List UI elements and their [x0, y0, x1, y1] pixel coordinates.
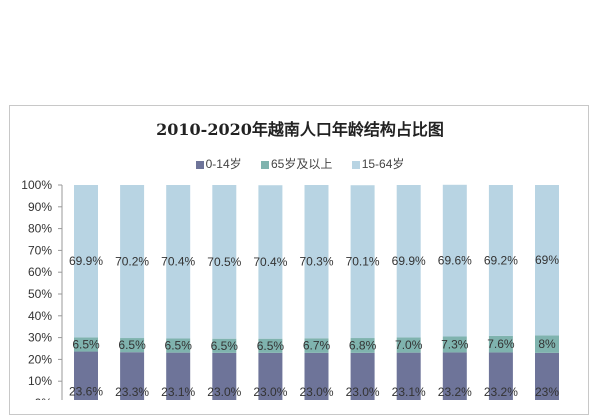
- bar-segment: [350, 185, 375, 339]
- data-label: 23.0%: [253, 385, 287, 399]
- y-tick-label: 70%: [28, 243, 52, 257]
- data-label: 23.1%: [161, 385, 195, 399]
- data-label: 6.5%: [72, 337, 100, 351]
- data-label: 69.6%: [438, 254, 472, 268]
- y-tick-label: 100%: [21, 178, 52, 192]
- legend-swatch: [195, 160, 204, 169]
- data-label: 23.1%: [392, 385, 426, 399]
- legend-label: 0-14岁: [205, 157, 242, 171]
- data-label: 6.5%: [257, 339, 285, 353]
- data-label: 70.2%: [115, 255, 149, 269]
- bar-segment: [212, 338, 237, 353]
- y-tick-label: 50%: [28, 287, 52, 301]
- bar-segment: [212, 185, 237, 339]
- y-tick-label: 20%: [28, 352, 52, 366]
- bar-segment: [442, 336, 467, 353]
- bar-segment: [74, 337, 98, 352]
- bar-segment: [74, 185, 98, 338]
- data-label: 70.3%: [299, 255, 333, 269]
- data-label: 7.3%: [441, 337, 469, 351]
- bar-segment: [350, 352, 375, 400]
- data-label: 6.5%: [211, 339, 239, 353]
- bar-segment: [120, 185, 145, 339]
- bar-segment: [166, 338, 191, 353]
- data-label: 69.9%: [392, 254, 426, 268]
- y-tick-label: 30%: [28, 331, 52, 345]
- bar-segment: [396, 185, 421, 338]
- legend-item-15-64: 15-64岁: [351, 155, 405, 172]
- bar-segment: [166, 352, 191, 400]
- bar-segment: [396, 337, 421, 353]
- bar-segment: [74, 351, 98, 400]
- data-label: 69.9%: [69, 254, 103, 268]
- bar-segment: [442, 184, 467, 337]
- legend-swatch: [260, 160, 269, 169]
- data-label: 23.6%: [69, 385, 103, 399]
- bar-segment: [396, 352, 421, 400]
- y-tick-label: 60%: [28, 265, 52, 279]
- bar-segment: [488, 185, 513, 336]
- bar-segment: [535, 352, 559, 400]
- bar-segment: [120, 338, 145, 353]
- y-tick-label: 40%: [28, 309, 52, 323]
- legend-swatch: [351, 160, 360, 169]
- bar-segment: [535, 185, 559, 336]
- bar-segment: [258, 185, 283, 339]
- bar-segment: [258, 338, 283, 353]
- chart-title: 2010-2020年越南人口年龄结构占比图: [156, 120, 444, 139]
- data-label: 7.0%: [395, 338, 423, 352]
- data-label: 70.1%: [346, 255, 380, 269]
- bar-segment: [120, 352, 145, 400]
- bar-segment: [442, 352, 467, 400]
- data-label: 6.8%: [349, 338, 377, 352]
- bar-segment: [488, 352, 513, 400]
- bar-segment: [304, 352, 329, 400]
- legend-label: 15-64岁: [361, 157, 405, 171]
- y-tick-label: 90%: [28, 200, 52, 214]
- legend-label: 65岁及以上: [270, 157, 333, 171]
- bar-segment: [258, 352, 283, 400]
- bar-segment: [212, 352, 237, 400]
- data-label: 70.4%: [161, 255, 195, 269]
- data-label: 23.0%: [346, 385, 380, 399]
- data-label: 23.2%: [438, 385, 472, 399]
- data-label: 69%: [535, 253, 559, 267]
- data-label: 8%: [538, 337, 556, 351]
- data-label: 69.2%: [484, 253, 518, 267]
- data-label: 23.2%: [484, 385, 518, 399]
- legend: 0-14岁 65岁及以上 15-64岁: [0, 155, 600, 172]
- bar-segment: [166, 185, 191, 339]
- data-label: 23%: [535, 385, 559, 399]
- data-label: 7.6%: [487, 337, 515, 351]
- data-label: 23.0%: [299, 385, 333, 399]
- y-tick-label: 80%: [28, 222, 52, 236]
- bar-segment: [304, 185, 329, 339]
- y-tick-label: 10%: [28, 374, 52, 388]
- legend-item-0-14: 0-14岁: [195, 155, 242, 172]
- data-label: 6.5%: [165, 339, 193, 353]
- data-label: 70.4%: [253, 255, 287, 269]
- data-label: 23.0%: [207, 385, 241, 399]
- chart-plot: 0% 10% 20% 30% 40% 50% 60% 70% 80% 90% 100% 23.6% 6.…: [21, 178, 559, 400]
- bar-segment: [350, 338, 375, 353]
- data-label: 70.5%: [207, 255, 241, 269]
- bar-segment: [535, 335, 559, 353]
- y-tick-label: 0%: [35, 396, 53, 400]
- data-label: 6.7%: [303, 339, 331, 353]
- bar-segment: [304, 338, 329, 353]
- data-label: 23.3%: [115, 385, 149, 399]
- bar-segment: [488, 335, 513, 353]
- data-label: 6.5%: [118, 338, 146, 352]
- legend-item-65plus: 65岁及以上: [260, 155, 333, 172]
